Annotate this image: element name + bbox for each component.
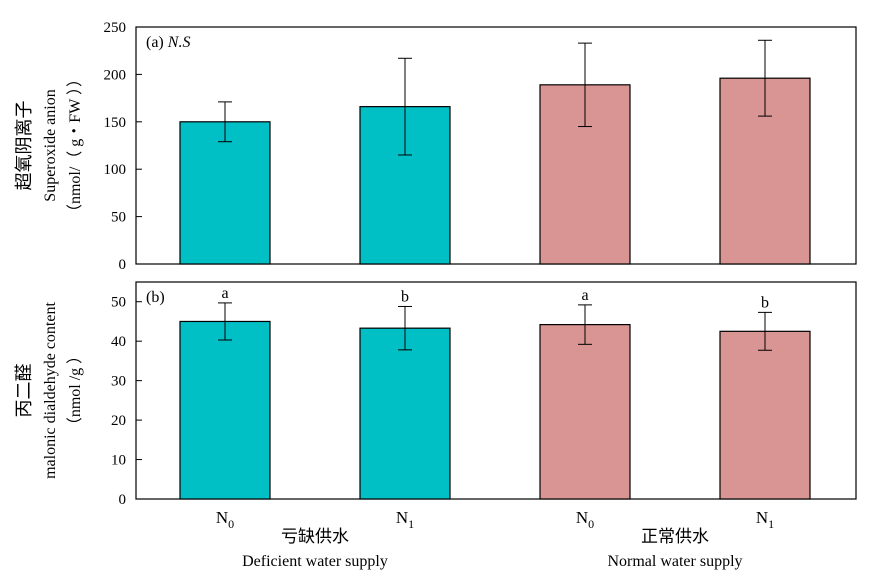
x-tick-label: N1 [396,508,414,531]
y-axis-label: （nmol /g ） [66,348,84,433]
bar [179,320,271,500]
y-axis-label: malonic dialdehyde content [42,302,59,479]
y-axis-label: 丙二醛 [14,364,34,418]
plot-frame [135,281,857,500]
plot-frame [135,26,857,265]
y-tick-label: 40 [111,334,126,350]
panel-letter: (a) [146,34,164,51]
panel-letter: (b) [146,289,165,306]
significance-letter: a [581,287,588,304]
y-tick-label: 20 [111,413,126,429]
bar [719,330,811,500]
panel-label: (a) N.S [146,34,190,51]
y-tick-label: 50 [111,210,126,226]
y-tick-label: 10 [111,453,126,469]
x-tick-base: N [576,508,588,527]
significance-letter: b [401,288,409,305]
y-axis-label: 超氧阴离子 [14,101,34,191]
x-tick-subscript: 1 [408,517,414,531]
significance-letter: a [221,285,228,302]
group-label-en: Deficient water supply [242,553,388,570]
significance-annotation: N.S [167,34,191,51]
x-tick-label: N0 [216,508,234,531]
y-tick-label: 0 [119,257,127,273]
x-tick-base: N [396,508,408,527]
y-axis-label: （nmol/（ g・FW ）） [66,71,84,220]
y-tick-label: 30 [111,374,126,390]
y-tick-label: 0 [119,492,127,508]
group-label-cn: 正常供水 [641,527,709,546]
y-tick-label: 250 [104,20,127,36]
significance-letter: b [761,294,769,311]
y-tick-label: 150 [104,115,127,131]
bar [179,121,271,265]
x-tick-subscript: 1 [768,517,774,531]
bar [539,324,631,500]
panel-label: (b) [146,289,165,306]
x-tick-label: N1 [756,508,774,531]
y-tick-label: 100 [104,162,127,178]
bar [359,327,451,500]
y-tick-label: 50 [111,295,126,311]
x-tick-label: N0 [576,508,594,531]
y-axis-label: Superoxide anion [42,89,59,201]
x-tick-base: N [756,508,768,527]
group-label-cn: 亏缺供水 [281,527,349,546]
x-tick-base: N [216,508,228,527]
x-tick-subscript: 0 [588,517,594,531]
group-label-en: Normal water supply [607,553,742,570]
x-tick-subscript: 0 [228,517,234,531]
y-tick-label: 200 [104,67,127,83]
